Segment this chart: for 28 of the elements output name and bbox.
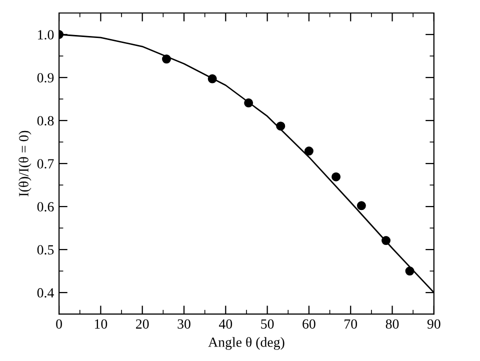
point bbox=[356, 201, 366, 210]
x-tick-label: 70 bbox=[344, 319, 358, 329]
point bbox=[208, 74, 217, 84]
y-tick-label: 1.0 bbox=[38, 30, 54, 40]
point bbox=[304, 146, 314, 156]
x-tick-label: 50 bbox=[261, 319, 274, 329]
y-tick-label: 0.4 bbox=[37, 288, 54, 298]
x-tick-label: 90 bbox=[427, 319, 440, 329]
y-tick-label: 0.8 bbox=[37, 116, 54, 126]
point bbox=[405, 266, 414, 276]
x-tick-label: 60 bbox=[302, 319, 316, 329]
point bbox=[162, 54, 172, 64]
y-tick-label: 0.7 bbox=[37, 159, 54, 169]
x-tick-label: 0 bbox=[56, 319, 62, 329]
point bbox=[382, 236, 391, 246]
point bbox=[244, 98, 254, 108]
y-tick-label: 0.5 bbox=[37, 245, 54, 255]
x-tick-label: 10 bbox=[94, 319, 108, 329]
x-tick-label: 20 bbox=[136, 319, 149, 329]
y-tick-label: 0.6 bbox=[37, 202, 54, 212]
x-tick-label: 40 bbox=[218, 319, 232, 329]
y-axis-title: I(θ)/I(θ = 0) bbox=[18, 130, 32, 196]
point bbox=[332, 172, 341, 182]
y-tick-label: 0.9 bbox=[37, 73, 54, 83]
x-tick-label: 80 bbox=[386, 319, 399, 329]
x-axis-title: Angle θ (deg) bbox=[208, 337, 284, 350]
x-tick-label: 30 bbox=[178, 319, 190, 329]
point bbox=[276, 122, 286, 131]
